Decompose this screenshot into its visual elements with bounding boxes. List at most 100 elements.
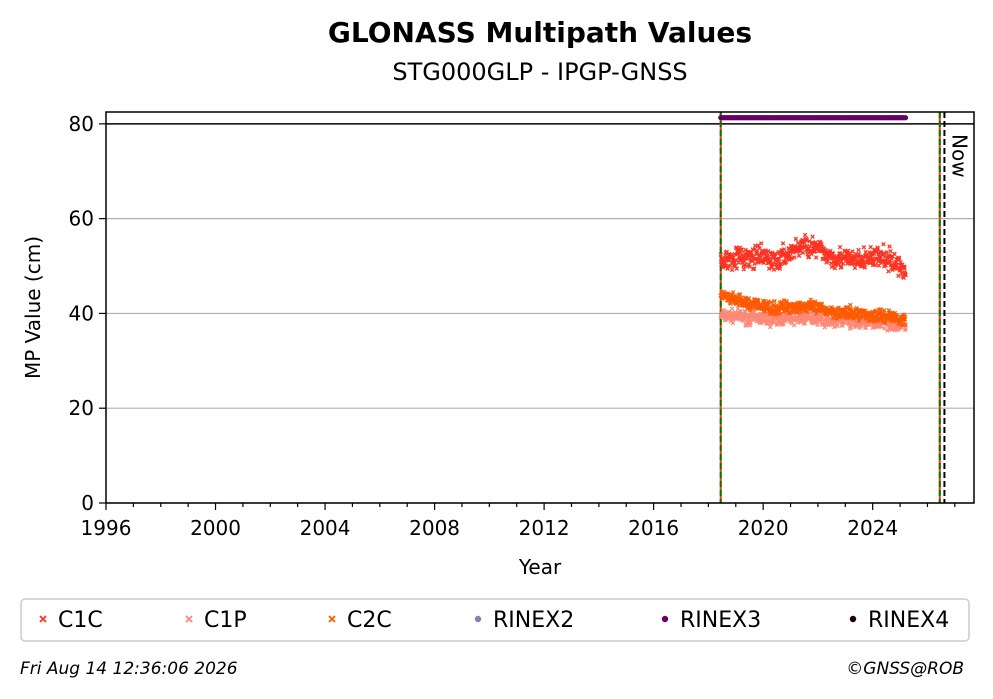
data-point — [814, 310, 819, 316]
data-point — [772, 298, 777, 304]
data-point — [856, 318, 862, 323]
legend-item-rinex2: RINEX2 — [474, 608, 574, 633]
footer-credit: ©GNSS@ROB — [846, 659, 964, 679]
data-point — [761, 260, 767, 266]
data-point — [741, 267, 747, 272]
data-point — [735, 251, 741, 256]
series-rinex3 — [718, 115, 909, 121]
data-point — [739, 247, 744, 252]
data-point — [873, 262, 878, 268]
legend-item-c2c: C2C — [328, 608, 392, 633]
data-point — [729, 267, 735, 273]
data-point — [813, 255, 819, 260]
legend-item-rinex4: RINEX4 — [849, 608, 949, 633]
data-point — [759, 318, 765, 323]
data-point — [737, 292, 743, 297]
data-point — [804, 309, 810, 315]
data-point — [840, 261, 846, 266]
data-point — [903, 272, 908, 278]
data-point — [751, 266, 757, 271]
data-point — [840, 323, 845, 328]
data-point — [765, 254, 770, 260]
data-point — [791, 322, 797, 328]
data-point — [859, 323, 864, 329]
data-point — [868, 244, 873, 250]
data-point — [902, 314, 908, 319]
data-point — [766, 266, 772, 271]
data-point — [798, 248, 803, 254]
legend-item-c1c: C1C — [39, 608, 103, 633]
data-point — [878, 307, 883, 312]
legend-marker — [849, 615, 857, 623]
data-point — [810, 234, 815, 240]
data-point — [825, 258, 830, 264]
data-point — [856, 247, 861, 253]
x-tick-label: 1996 — [81, 516, 132, 540]
data-point — [732, 260, 737, 265]
data-point — [881, 308, 887, 313]
series-c2c — [718, 289, 908, 328]
data-point — [887, 244, 892, 249]
data-point — [783, 259, 789, 265]
data-point — [787, 253, 793, 259]
data-point — [830, 251, 836, 256]
y-tick-label: 0 — [81, 491, 94, 515]
data-point — [881, 242, 886, 247]
data-point — [886, 269, 891, 274]
data-point — [851, 316, 857, 321]
data-point — [861, 245, 867, 250]
chart-subtitle: STG000GLP - IPGP-GNSS — [392, 58, 688, 86]
data-point — [854, 305, 860, 311]
data-point — [746, 295, 752, 301]
y-tick-label: 80 — [69, 112, 94, 136]
y-axis-label: MP Value (cm) — [21, 236, 45, 379]
x-axis-label: Year — [518, 555, 562, 579]
data-point — [748, 320, 753, 326]
data-point — [743, 323, 749, 328]
data-point — [832, 324, 837, 330]
data-point — [730, 290, 736, 295]
legend-label: C1P — [204, 608, 247, 633]
data-point — [837, 251, 842, 256]
data-point — [899, 270, 904, 276]
data-point — [815, 322, 820, 328]
data-point — [837, 244, 843, 250]
data-point — [867, 260, 873, 266]
data-point — [807, 239, 812, 244]
legend-label: C1C — [58, 608, 103, 633]
data-point — [752, 261, 757, 267]
legend-label: C2C — [347, 608, 392, 633]
legend-marker — [328, 615, 336, 623]
data-point — [776, 256, 782, 262]
data-point — [894, 262, 900, 268]
event-lines — [719, 112, 946, 503]
legend-item-c1p: C1P — [185, 608, 247, 633]
chart-title: GLONASS Multipath Values — [327, 16, 753, 49]
data-point — [767, 324, 773, 330]
plot-frame — [105, 111, 975, 504]
now-label: Now — [947, 134, 971, 178]
data-point — [862, 265, 868, 270]
legend-box — [20, 598, 970, 642]
data-point — [734, 245, 739, 250]
data-point — [886, 307, 892, 313]
data-point — [802, 232, 808, 238]
footer-timestamp: Fri Aug 14 12:36:06 2026 — [20, 659, 238, 679]
data-point — [901, 275, 907, 281]
x-tick-label: 2016 — [628, 516, 679, 540]
data-point — [777, 311, 783, 317]
data-point — [896, 255, 902, 261]
data-point — [759, 241, 764, 246]
data-point — [771, 267, 777, 272]
data-point — [837, 256, 842, 262]
data-point — [900, 323, 905, 328]
data-point — [852, 265, 858, 271]
data-point — [755, 243, 761, 248]
data-point — [789, 256, 794, 261]
data-point — [876, 263, 882, 268]
legend-label: RINEX2 — [493, 608, 574, 633]
data-point — [892, 251, 897, 257]
x-tick-label: 2004 — [300, 516, 351, 540]
data-point — [729, 306, 735, 311]
